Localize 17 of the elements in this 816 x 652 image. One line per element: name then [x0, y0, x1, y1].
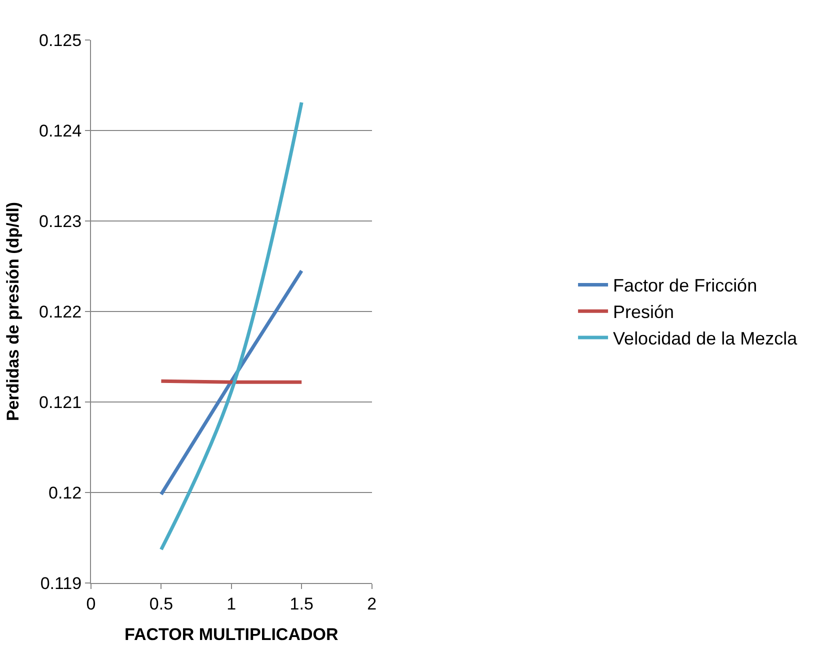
y-tick-label: 0.122 — [39, 302, 82, 322]
y-tick-label: 0.125 — [39, 30, 82, 50]
y-tick-label: 0.119 — [40, 574, 82, 593]
x-tick-label: 2 — [367, 594, 377, 614]
x-tick-label: 1.5 — [290, 594, 314, 614]
y-tick-label: 0.124 — [39, 121, 82, 140]
x-axis-title: FACTOR MULTIPLICADOR — [124, 624, 338, 644]
x-tick-label: 0.5 — [149, 594, 174, 614]
legend-label: Factor de Fricción — [613, 276, 758, 296]
y-axis-title: Perdidas de presión (dp/dl) — [4, 202, 23, 422]
legend-label: Velocidad de la Mezcla — [613, 328, 798, 349]
y-tick-label: 0.123 — [39, 212, 82, 231]
legend-label: Presión — [613, 302, 674, 322]
x-tick-label: 1 — [226, 594, 236, 614]
x-tick-label: 0 — [86, 594, 96, 614]
y-tick-label: 0.121 — [39, 392, 82, 412]
y-tick-label: 0.12 — [48, 483, 82, 502]
